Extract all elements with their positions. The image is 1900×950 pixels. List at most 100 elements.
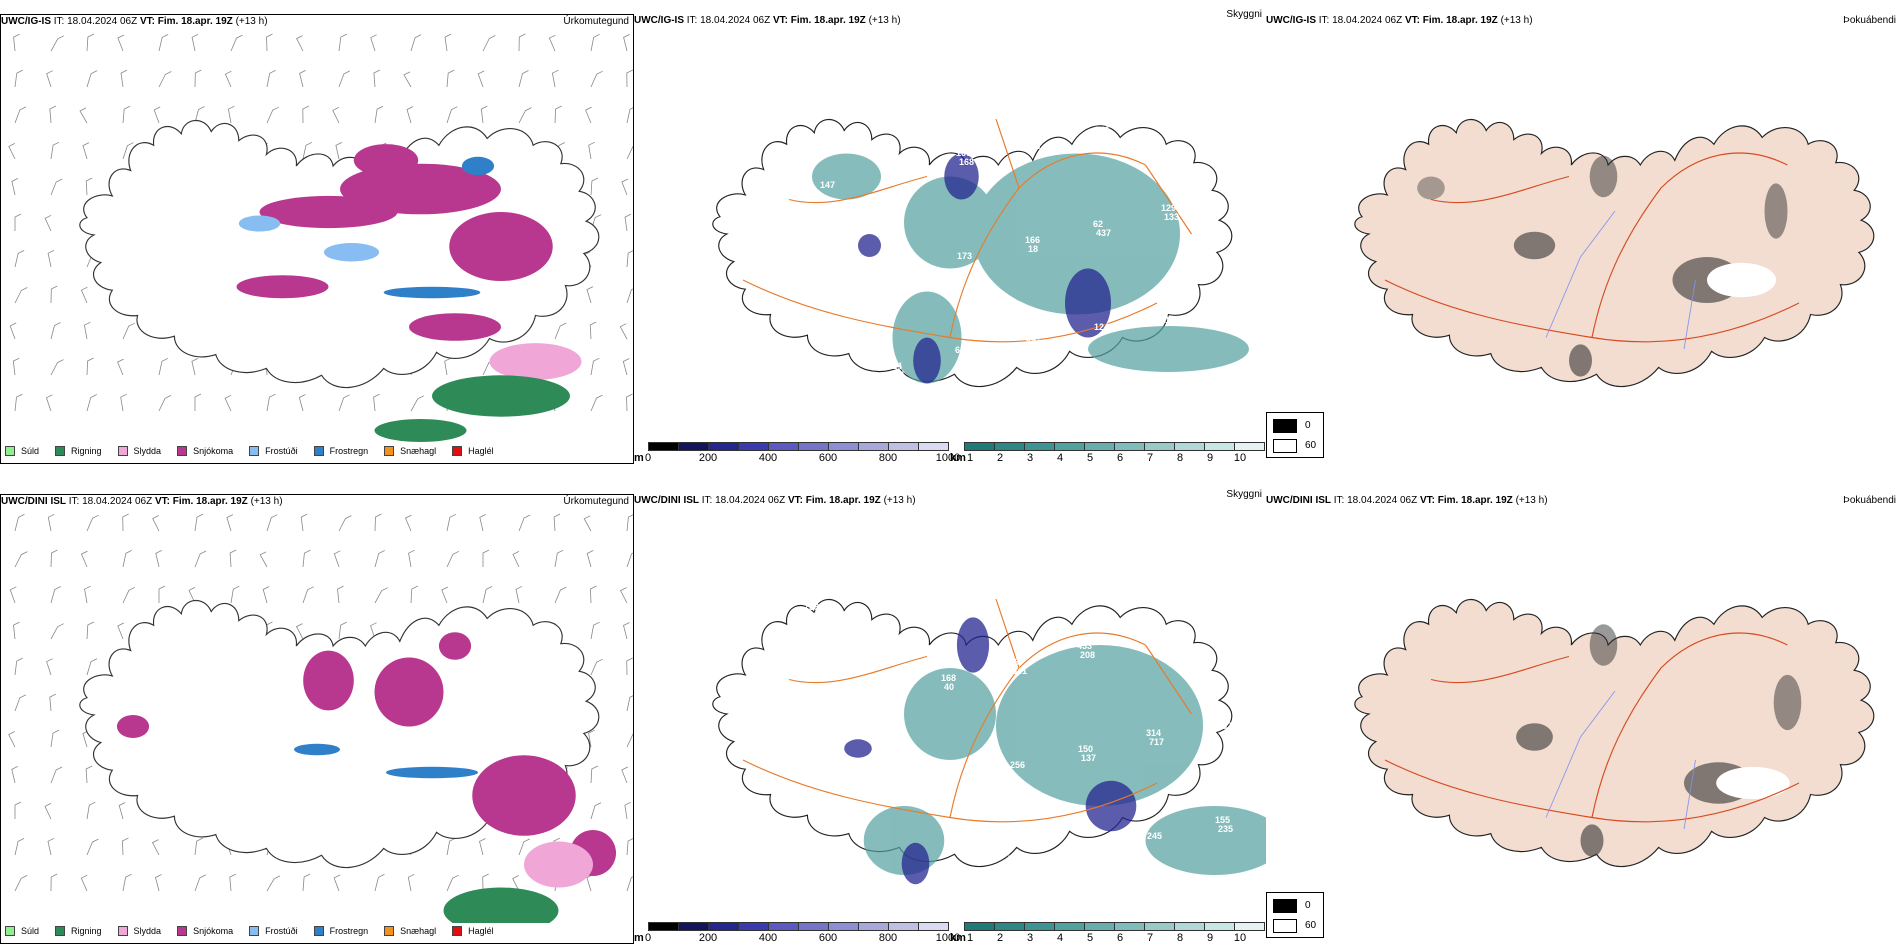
colorbar-segment xyxy=(798,442,829,451)
cloud-map-top: 201 139 18 180 245 168 437 703 791 687 133 159 157 54… xyxy=(712,102,1249,403)
colorbar-tick: 800 xyxy=(878,452,898,464)
wind-barb xyxy=(477,70,485,88)
wind-barb xyxy=(86,801,96,820)
vt-value: Fim. 18.apr. 19Z xyxy=(1437,495,1513,506)
legend-label: Súld xyxy=(21,926,40,936)
cloud-base-value: 157 xyxy=(958,354,973,364)
fog-legend-label: 60 xyxy=(1305,440,1317,451)
colorbar-segment xyxy=(994,922,1025,931)
colorbar-tick: 400 xyxy=(758,452,778,464)
cloud-base-value: 687 xyxy=(1027,141,1042,151)
legend-swatch xyxy=(452,926,463,936)
fog-map-bottom xyxy=(1354,598,1875,868)
colorbar-segment xyxy=(1084,442,1115,451)
wind-barb xyxy=(158,357,169,376)
wind-barb xyxy=(122,513,129,532)
cloud-base-value: 68 xyxy=(955,345,965,355)
wind-barb xyxy=(50,285,58,304)
wind-barb xyxy=(122,322,135,340)
wind-barb xyxy=(9,586,17,604)
wind-barb xyxy=(122,873,132,892)
legend-swatch xyxy=(55,926,66,936)
wind-barb xyxy=(86,838,99,856)
wind-barb xyxy=(623,622,630,640)
vt-value: Fim. 18.apr. 19Z xyxy=(790,15,866,26)
legend-item: Frostregn xyxy=(313,923,368,939)
cloud-base-value: 156 xyxy=(1092,116,1107,126)
vt-label: VT: xyxy=(1419,495,1435,506)
cloud-base-value: 173 xyxy=(957,251,972,261)
wind-barb xyxy=(626,145,633,160)
wind-barb xyxy=(446,874,459,892)
cloud-base-value: 159 xyxy=(821,283,836,293)
colorbar-tick: 200 xyxy=(698,932,718,944)
colorbar-segment xyxy=(768,922,799,931)
cloud-base-value: 18 xyxy=(1028,244,1038,254)
wind-barb xyxy=(224,394,232,412)
wind-barb xyxy=(512,875,520,892)
wind-barb xyxy=(86,621,94,640)
wind-barb xyxy=(194,513,204,532)
legend-label: Rigning xyxy=(71,926,102,936)
wind-barb xyxy=(370,622,377,640)
wind-barb xyxy=(86,514,99,532)
wind-barb xyxy=(338,515,352,532)
cloud-base-value: 125 xyxy=(807,611,822,621)
wind-barb xyxy=(14,393,23,412)
wind-barb xyxy=(14,801,22,819)
wind-barb xyxy=(590,33,600,52)
wind-barb xyxy=(14,875,28,892)
wind-barb xyxy=(444,357,451,376)
model-name: UWC/DINI ISL xyxy=(1,496,66,507)
colorbar-tick: 5 xyxy=(1086,452,1094,464)
wind-barb xyxy=(446,550,460,568)
fog-legend-top: 0 60 xyxy=(1266,412,1324,458)
wind-barb xyxy=(479,838,486,856)
precip-map-top xyxy=(8,33,633,442)
legend-swatch xyxy=(249,926,260,936)
cloud-base-value: 147 xyxy=(820,180,835,190)
colorbar-tick: 7 xyxy=(1146,452,1154,464)
wind-barb xyxy=(46,70,53,88)
wind-barb xyxy=(518,107,532,124)
wind-barb xyxy=(374,587,388,604)
legend-label: Rigning xyxy=(71,446,102,456)
fog-header-bottom: UWC/DINI ISL IT: 18.04.2024 06Z VT: Fim.… xyxy=(1266,494,1900,510)
lead-time: (+13 h) xyxy=(1515,495,1548,506)
colorbar-tick: 8 xyxy=(1176,932,1184,944)
legend-swatch xyxy=(452,446,463,456)
legend-label: Snjókoma xyxy=(193,926,234,936)
it-label: IT: xyxy=(68,496,80,507)
cloud-header-bottom: UWC/DINI ISL IT: 18.04.2024 06Z VT: Fim.… xyxy=(634,489,1266,510)
cloud-base-value: 456 xyxy=(805,705,820,715)
wind-barb xyxy=(551,69,559,88)
wind-barb xyxy=(374,550,385,568)
cloud-base-value: 180 xyxy=(1165,315,1180,325)
wind-barb xyxy=(335,142,343,160)
wind-barb xyxy=(83,321,91,340)
cloud-base-labels: 125 40 137 235 115 541 717 476 781 208 187 146 352 34… xyxy=(802,586,1233,889)
wind-barb xyxy=(14,213,22,231)
wind-barb xyxy=(14,657,23,676)
wind-barb xyxy=(79,107,88,124)
wind-barb xyxy=(266,875,281,892)
wind-barb xyxy=(446,837,456,856)
wind-barb xyxy=(50,359,64,376)
vt-label: VT: xyxy=(1404,15,1420,26)
legend-item: Rigning xyxy=(55,923,102,939)
wind-barb xyxy=(626,107,633,124)
colorbar-tick: 0 xyxy=(644,452,652,464)
wind-barb xyxy=(50,766,63,784)
legend-swatch xyxy=(313,446,324,456)
wind-barb xyxy=(194,874,206,892)
vt-label: VT: xyxy=(772,15,788,26)
wind-barb xyxy=(49,105,57,124)
vt-value: Fim. 18.apr. 19Z xyxy=(172,496,248,507)
fog-swatch-0 xyxy=(1273,419,1297,433)
wind-barb xyxy=(188,587,196,604)
cloud-base-value: 168 xyxy=(959,157,974,167)
colorbar-segment xyxy=(888,922,919,931)
cloud-base-value: 155 xyxy=(1215,815,1230,825)
fog-title: Þokuábendi xyxy=(1843,15,1896,26)
fog-swatch-60 xyxy=(1273,919,1297,933)
